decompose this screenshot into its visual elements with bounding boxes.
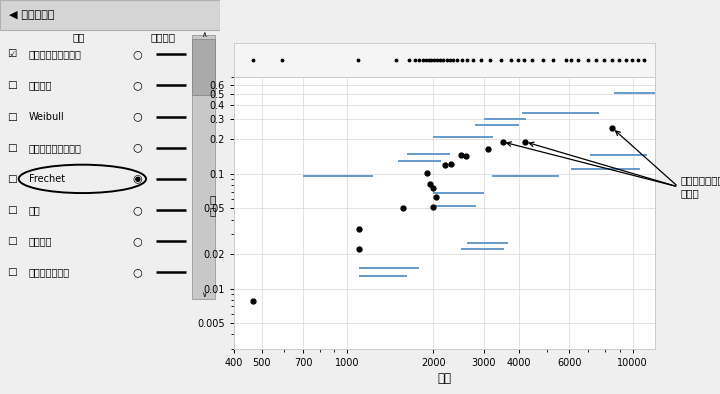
Text: 分布: 分布	[73, 32, 85, 43]
Text: 正規: 正規	[29, 205, 40, 215]
Text: 確
率: 確 率	[210, 194, 216, 216]
Text: □: □	[6, 143, 17, 153]
Text: ○: ○	[132, 143, 142, 153]
X-axis label: 時間: 時間	[438, 372, 451, 385]
Text: □: □	[6, 236, 17, 246]
Text: □: □	[6, 112, 17, 122]
Text: ノンパラメトリック
推定値: ノンパラメトリック 推定値	[680, 175, 720, 199]
Text: ○: ○	[132, 49, 142, 59]
Text: Frechet: Frechet	[29, 174, 65, 184]
Text: ○: ○	[132, 267, 142, 277]
Text: ○: ○	[132, 80, 142, 91]
Text: ◉: ◉	[132, 174, 142, 184]
Text: 最小極値: 最小極値	[29, 236, 52, 246]
Text: □: □	[6, 80, 17, 91]
Text: スケール: スケール	[150, 32, 175, 43]
Text: 対数ロジスティック: 対数ロジスティック	[29, 143, 81, 153]
Bar	[0, 0, 220, 30]
Text: □: □	[6, 174, 17, 184]
Text: ○: ○	[132, 112, 142, 122]
Text: ◀ 分布の比較: ◀ 分布の比較	[9, 9, 54, 20]
Text: ∨: ∨	[201, 290, 207, 299]
Text: 対数正規: 対数正規	[29, 80, 52, 91]
Text: □: □	[6, 267, 17, 277]
Text: Weibull: Weibull	[29, 112, 64, 122]
Bar	[192, 39, 215, 95]
Text: □: □	[6, 205, 17, 215]
Text: ノンパラメトリック: ノンパラメトリック	[29, 49, 81, 59]
Text: ○: ○	[132, 236, 142, 246]
Bar	[192, 35, 215, 299]
Text: ☑: ☑	[6, 49, 16, 59]
Text: ○: ○	[132, 205, 142, 215]
Text: ロジスティック: ロジスティック	[29, 267, 70, 277]
Text: ∧: ∧	[201, 30, 207, 39]
